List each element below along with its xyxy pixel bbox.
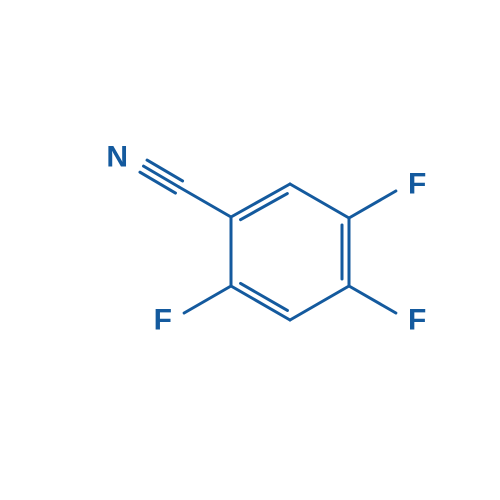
f-atom-label: F — [408, 304, 426, 337]
molecule-diagram: N F F F — [0, 0, 500, 500]
n-atom-label: N — [106, 141, 128, 174]
f-atom-label: F — [154, 304, 172, 337]
f-atom-label: F — [408, 168, 426, 201]
